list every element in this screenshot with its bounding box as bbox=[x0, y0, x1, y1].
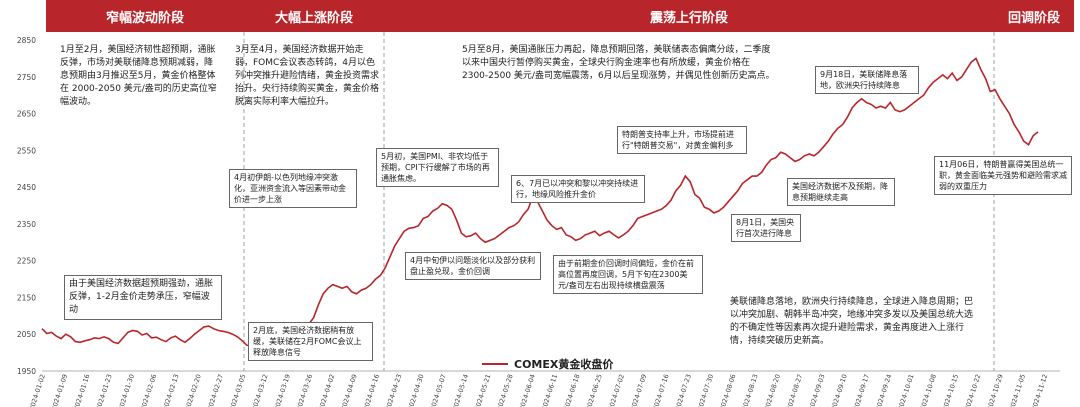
x-tick-label: 2024-05-21 bbox=[473, 373, 492, 407]
phase-bar-volatile-rise: 震荡上行阶段 bbox=[384, 0, 994, 32]
x-tick-label: 2024-10-22 bbox=[963, 373, 982, 407]
phase-bar-narrow-range: 窄幅波动阶段 bbox=[46, 0, 244, 32]
x-tick-label: 2024-03-26 bbox=[295, 373, 314, 407]
x-tick-label: 2024-05-28 bbox=[495, 373, 514, 407]
y-tick-label: 2350 bbox=[17, 220, 36, 229]
x-tick-label: 2024-02-27 bbox=[206, 373, 225, 407]
x-tick-label: 2024-02-13 bbox=[161, 373, 180, 407]
x-tick-label: 2024-08-06 bbox=[718, 373, 737, 407]
annotation-aug-data: 美国经济数据不及预期，降息预期继续走高 bbox=[787, 178, 895, 206]
phase-bar-pullback: 回调阶段 bbox=[994, 0, 1074, 32]
x-tick-label: 2024-06-18 bbox=[562, 373, 581, 407]
x-tick-label: 2024-07-16 bbox=[651, 373, 670, 407]
x-tick-label: 2024-11-12 bbox=[1030, 373, 1049, 407]
annotation-jan-pressure: 由于美国经济数据超预期强劲，通胀反弹，1-2月金价走势承压，窄幅波动 bbox=[64, 275, 222, 320]
x-tick-label: 2024-08-13 bbox=[740, 373, 759, 407]
x-tick-label: 2024-01-09 bbox=[50, 373, 69, 407]
x-tick-label: 2024-04-16 bbox=[362, 373, 381, 407]
phase-bar-sharp-rise: 大幅上涨阶段 bbox=[244, 0, 384, 32]
annotation-p3-summary: 5月至8月，美国通胀压力再起，降息预期回落，美联储表态偏鹰分歧，二季度以来中国央… bbox=[462, 45, 775, 81]
x-tick-label: 2024-08-27 bbox=[785, 373, 804, 407]
x-tick-label: 2024-08-20 bbox=[763, 373, 782, 407]
y-tick-label: 2150 bbox=[17, 293, 36, 302]
x-tick-label: 2024-03-05 bbox=[228, 373, 247, 407]
x-tick-label: 2024-01-16 bbox=[72, 373, 91, 407]
x-tick-label: 2024-01-23 bbox=[94, 373, 113, 407]
annotation-nov6-election: 11月06日，特朗普赢得美国总统一职，黄金面临美元强势和避险需求减弱的双重压力 bbox=[934, 156, 1072, 195]
annotation-aug1-cut: 8月1日，美国央行首次进行降息 bbox=[731, 214, 801, 242]
x-tick-label: 2024-11-05 bbox=[1008, 373, 1027, 407]
y-tick-label: 2250 bbox=[17, 257, 36, 266]
x-tick-label: 2024-07-30 bbox=[696, 373, 715, 407]
y-tick-label: 2450 bbox=[17, 183, 36, 192]
y-axis: 1950 2050 2150 2250 2350 2450 2550 2650 2750 2850 bbox=[17, 36, 1060, 376]
legend: COMEX黄金收盘价 bbox=[482, 356, 613, 372]
x-tick-label: 2024-10-01 bbox=[896, 373, 915, 407]
annotation-rate-cut-cycle: 美联储降息落地，欧洲央行持续降息，全球进入降息周期；巴以冲突加剧、朝韩半岛冲突，… bbox=[730, 297, 974, 346]
x-tick-label: 2024-05-14 bbox=[451, 373, 470, 407]
x-tick-label: 2024-01-02 bbox=[28, 373, 47, 407]
x-tick-label: 2024-10-29 bbox=[985, 373, 1004, 407]
x-tick-label: 2024-06-11 bbox=[540, 373, 559, 407]
x-tick-label: 2024-09-10 bbox=[830, 373, 849, 407]
annotation-sep18-fed-cut: 9月18日，美联储降息落地，欧洲央行持续降息 bbox=[815, 66, 919, 94]
comex-gold-close-line bbox=[41, 57, 1039, 347]
y-tick-label: 2750 bbox=[17, 73, 36, 82]
annotation-feb-fomc: 2月底，美国经济数据稍有放缓，美联储在2月FOMC会议上释放降息信号 bbox=[248, 322, 373, 361]
x-axis: 2024-01-02 2024-01-09 2024-01-16 2024-01-23… bbox=[28, 373, 1050, 407]
y-tick-label: 2550 bbox=[17, 146, 36, 155]
x-tick-label: 2024-04-09 bbox=[339, 373, 358, 407]
y-tick-label: 2650 bbox=[17, 110, 36, 119]
x-tick-label: 2024-02-06 bbox=[139, 373, 158, 407]
annotation-p1-summary: 1月至2月，美国经济韧性超预期，通胀反弹，市场对美联储降息预期减弱，降息预期由3… bbox=[60, 45, 217, 107]
annotation-may-pmi: 5月初，美国PMI、非农均低于预期，CPI下行缓解了市场的再通胀焦虑。 bbox=[376, 148, 499, 187]
x-tick-label: 2024-04-30 bbox=[406, 373, 425, 407]
annotation-apr-pullback: 4月中旬伊以问题淡化以及部分获利盘止盈兑现，金价回调 bbox=[405, 252, 541, 280]
x-tick-label: 2024-10-15 bbox=[941, 373, 960, 407]
x-tick-label: 2024-09-24 bbox=[874, 373, 893, 407]
y-tick-label: 1950 bbox=[17, 367, 36, 376]
x-tick-label: 2024-06-04 bbox=[518, 373, 537, 407]
x-tick-label: 2024-05-07 bbox=[429, 373, 448, 407]
legend-label: COMEX黄金收盘价 bbox=[514, 358, 614, 371]
x-tick-label: 2024-07-02 bbox=[607, 373, 626, 407]
x-tick-label: 2024-07-23 bbox=[674, 373, 693, 407]
legend-swatch bbox=[482, 363, 508, 365]
x-tick-label: 2024-03-19 bbox=[273, 373, 292, 407]
y-tick-label: 2050 bbox=[17, 330, 36, 339]
annotation-trump-trade: 特朗普支持率上升，市场提前进行"特朗普交易"，对黄金偏利多 bbox=[617, 126, 747, 154]
x-tick-label: 2024-03-12 bbox=[250, 373, 269, 407]
x-tick-label: 2024-09-17 bbox=[852, 373, 871, 407]
x-tick-label: 2024-01-30 bbox=[117, 373, 136, 407]
annotation-june-consolidation: 由于前期金价回调时间偏短，金价在前高位置再度回调，5月下旬在2300美元/盎司左… bbox=[553, 255, 703, 294]
annotation-p2-summary: 3月至4月，美国经济数据开始走弱，FOMC会议表态转鸽，4月以色列冲突推升避险情… bbox=[235, 45, 380, 107]
annotation-jul-geopolitics: 6、7月已以冲突和黎以冲突持续进行，地缘风险推升金价 bbox=[511, 175, 645, 203]
x-tick-label: 2024-09-03 bbox=[807, 373, 826, 407]
x-tick-label: 2024-02-20 bbox=[184, 373, 203, 407]
y-tick-label: 2850 bbox=[17, 36, 36, 45]
x-tick-label: 2024-07-09 bbox=[629, 373, 648, 407]
annotation-apr-conflict: 4月初伊朗-以色列地缘冲突激化，亚洲资金流入等因素带动金价进一步上涨 bbox=[229, 169, 357, 208]
x-tick-label: 2024-10-08 bbox=[919, 373, 938, 407]
x-tick-label: 2024-04-02 bbox=[317, 373, 336, 407]
x-tick-label: 2024-06-25 bbox=[585, 373, 604, 407]
x-tick-label: 2024-04-23 bbox=[384, 373, 403, 407]
